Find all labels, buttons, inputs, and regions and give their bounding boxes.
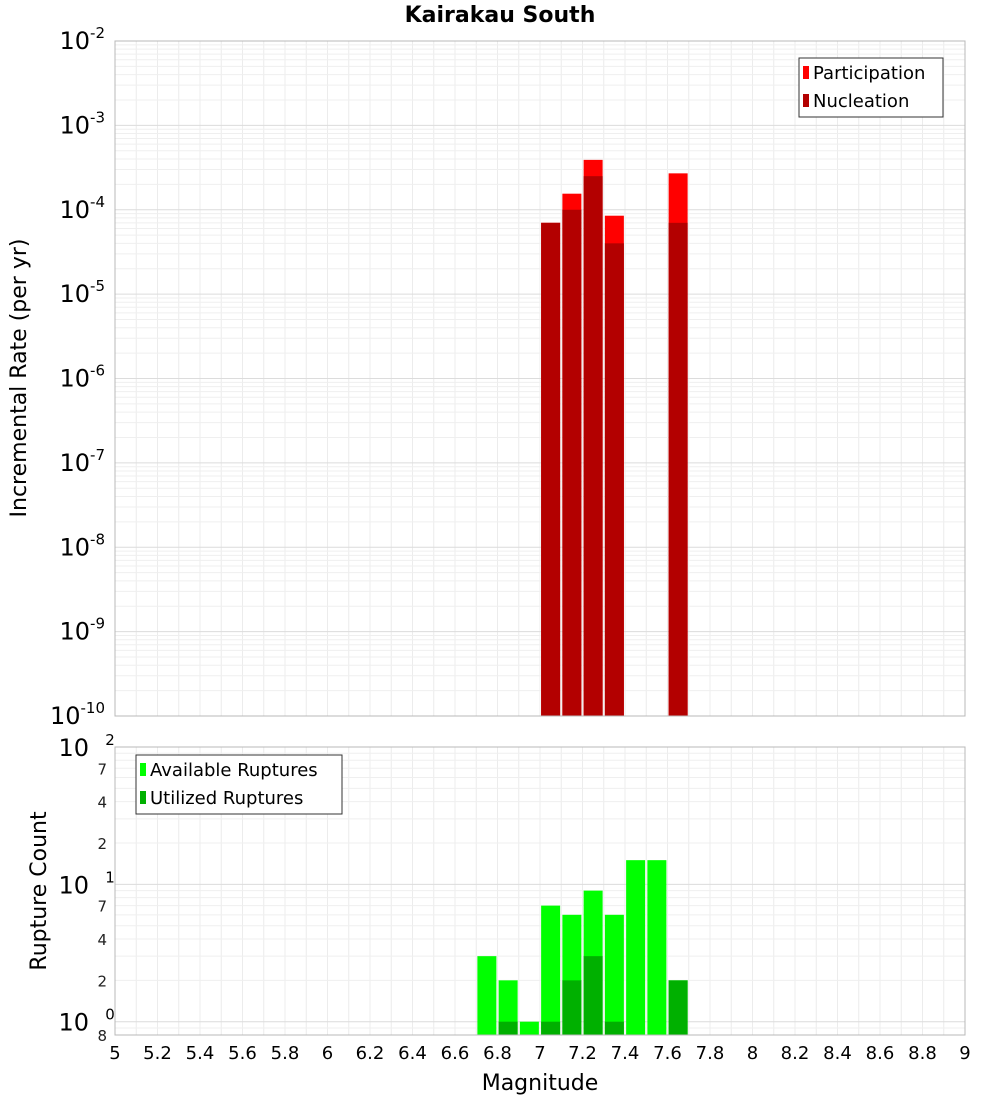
- x-tick-label: 7.2: [568, 1043, 597, 1064]
- bar-nucleation: [668, 222, 688, 716]
- rate-y-tick-label: 10-5: [59, 277, 105, 308]
- x-axis-label: Magnitude: [482, 1071, 599, 1096]
- x-tick-label: 5.8: [271, 1043, 300, 1064]
- x-tick-label: 8.8: [908, 1043, 937, 1064]
- legend-swatch-available: [140, 763, 146, 776]
- x-tick-label: 8.6: [866, 1043, 895, 1064]
- bar-nucleation: [604, 243, 624, 717]
- rate-y-ticks: 10-10 10-9 10-8 10-7 10-6 10-5 10-4 10-3 10-2: [50, 24, 105, 730]
- rate-grid: [114, 41, 966, 717]
- rupture-y-tick-label: 7: [97, 760, 107, 778]
- x-tick-label: 7.6: [653, 1043, 682, 1064]
- x-ticks: 5 5.2 5.4 5.6 5.8 6 6.2 6.4 6.6 6.8 7 7.2 7.4 7.6 7.8 8…: [109, 1043, 970, 1064]
- rupture-y-tick-exponent: 0: [105, 1006, 115, 1024]
- rupture-plot-frame: [114, 746, 966, 1036]
- rate-y-tick-label: 10-3: [59, 108, 105, 139]
- bar-available-ruptures: [519, 1021, 539, 1035]
- bar-utilized-ruptures: [604, 1021, 624, 1035]
- legend-swatch-utilized: [140, 791, 146, 804]
- bar-utilized-ruptures: [583, 956, 603, 1035]
- rate-chart: 10-10 10-9 10-8 10-7 10-6 10-5 10-4 10-3 10-2 In…: [7, 24, 966, 730]
- rate-y-tick-label: 10-4: [59, 193, 105, 224]
- rate-y-tick-label: 10-8: [59, 530, 105, 561]
- x-tick-label: 5.2: [143, 1043, 172, 1064]
- x-tick-label: 8: [747, 1043, 758, 1064]
- rupture-y-tick-label: 4: [97, 794, 107, 812]
- rate-bars: [541, 159, 688, 717]
- rupture-y-ticks: 8 10 0 2 4 7 10 1 2 4 7 10 2: [58, 731, 114, 1045]
- bar-available-ruptures: [647, 860, 667, 1035]
- bar-available-ruptures: [477, 956, 497, 1035]
- rate-y-tick-label: 10-10: [50, 699, 105, 730]
- rupture-y-tick-base: 10: [58, 1009, 89, 1037]
- rupture-chart: 8 10 0 2 4 7 10 1 2 4 7 10 2 Rupture Count 5 5.2 5.4 5.…: [27, 731, 971, 1096]
- rupture-bars: [477, 860, 688, 1035]
- rate-y-tick-label: 10-2: [59, 24, 105, 55]
- x-tick-label: 5: [109, 1043, 120, 1064]
- bar-available-ruptures: [541, 905, 561, 1035]
- rupture-y-tick-exponent: 2: [105, 731, 115, 749]
- rate-y-tick-label: 10-6: [59, 362, 105, 393]
- x-tick-label: 6.6: [441, 1043, 470, 1064]
- rupture-legend: Available Ruptures Utilized Ruptures: [135, 754, 343, 815]
- legend-label-utilized: Utilized Ruptures: [150, 788, 303, 809]
- rate-y-axis-label: Incremental Rate (per yr): [7, 239, 32, 518]
- legend-swatch-nucleation: [803, 94, 809, 107]
- rate-plot-frame: [114, 40, 966, 717]
- x-tick-label: 6.4: [398, 1043, 427, 1064]
- x-tick-label: 7.4: [611, 1043, 640, 1064]
- chart-title: Kairakau South: [405, 3, 596, 28]
- rupture-y-axis-label: Rupture Count: [27, 811, 52, 971]
- rupture-y-tick-label: 8: [97, 1027, 107, 1045]
- bar-nucleation: [541, 222, 561, 716]
- bar-utilized-ruptures: [498, 1021, 518, 1035]
- bar-utilized-ruptures: [541, 1021, 561, 1035]
- x-tick-label: 8.2: [781, 1043, 810, 1064]
- bar-available-ruptures: [498, 980, 518, 1035]
- rate-legend-box: [798, 57, 944, 118]
- rate-y-tick-label: 10-7: [59, 446, 105, 477]
- rate-legend: Participation Nucleation: [798, 57, 944, 118]
- rupture-y-tick-label: 4: [97, 931, 107, 949]
- rupture-y-tick-label: 7: [97, 898, 107, 916]
- bar-available-ruptures: [604, 914, 624, 1035]
- rate-y-tick-label: 10-9: [59, 615, 105, 646]
- bar-utilized-ruptures: [668, 980, 688, 1035]
- bar-utilized-ruptures: [562, 980, 582, 1035]
- rupture-y-tick-base: 10: [58, 871, 89, 899]
- legend-label-available: Available Ruptures: [150, 760, 318, 781]
- x-tick-label: 9: [959, 1043, 970, 1064]
- rupture-legend-box: [135, 754, 343, 815]
- x-tick-label: 5.6: [228, 1043, 257, 1064]
- x-tick-label: 5.4: [186, 1043, 215, 1064]
- bar-nucleation: [583, 176, 603, 716]
- rupture-y-tick-label: 2: [97, 972, 107, 990]
- x-tick-label: 6.2: [356, 1043, 385, 1064]
- rupture-y-tick-exponent: 1: [105, 868, 115, 886]
- legend-swatch-participation: [803, 66, 809, 79]
- bar-nucleation: [562, 209, 582, 716]
- rupture-y-tick-label: 2: [97, 835, 107, 853]
- legend-label-participation: Participation: [813, 63, 925, 84]
- x-tick-label: 6.8: [483, 1043, 512, 1064]
- x-tick-label: 6: [322, 1043, 333, 1064]
- x-tick-label: 7.8: [696, 1043, 725, 1064]
- x-tick-label: 8.4: [823, 1043, 852, 1064]
- x-tick-label: 7: [534, 1043, 545, 1064]
- legend-label-nucleation: Nucleation: [813, 91, 909, 112]
- bar-available-ruptures: [626, 860, 646, 1035]
- rupture-y-tick-base: 10: [58, 734, 89, 762]
